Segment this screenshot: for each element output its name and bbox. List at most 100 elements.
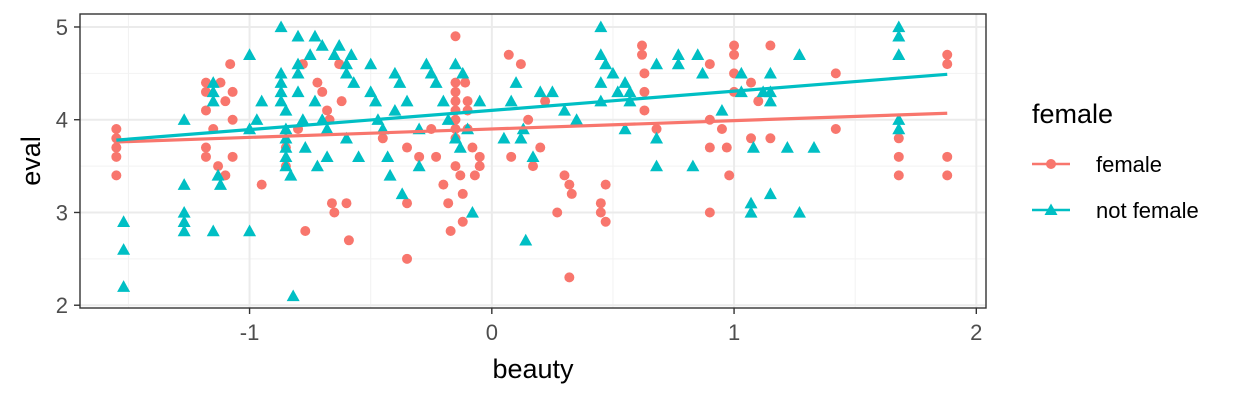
data-point-female	[564, 272, 575, 283]
data-point-female	[595, 207, 606, 218]
data-point-not-female	[364, 57, 378, 70]
data-point-female	[457, 216, 468, 227]
data-point-female	[200, 142, 211, 153]
data-point-female	[746, 77, 757, 88]
data-point-not-female	[315, 39, 329, 51]
data-point-not-female	[117, 243, 131, 255]
data-point-female	[893, 170, 904, 181]
data-point-female	[724, 170, 735, 181]
data-point-female	[503, 49, 514, 60]
data-point-not-female	[696, 66, 710, 79]
data-point-not-female	[599, 57, 613, 70]
data-point-not-female	[611, 85, 625, 98]
data-point-female	[729, 40, 740, 51]
data-point-not-female	[320, 122, 334, 135]
data-point-not-female	[214, 178, 228, 190]
data-point-female	[704, 59, 715, 70]
data-point-female	[523, 114, 534, 125]
data-point-female	[830, 124, 841, 135]
data-point-not-female	[303, 48, 317, 61]
data-point-not-female	[618, 122, 632, 135]
data-point-female	[600, 216, 611, 227]
series-not-female-points	[117, 20, 906, 302]
data-point-female	[377, 133, 388, 144]
data-point-female	[343, 235, 354, 246]
data-point-female	[336, 96, 347, 107]
data-point-female	[329, 207, 340, 218]
data-point-female	[540, 96, 551, 107]
data-point-female	[414, 151, 425, 162]
data-point-female	[443, 198, 454, 209]
legend-label-female: female	[1096, 152, 1162, 177]
data-point-female	[716, 124, 727, 135]
plot-area	[79, 13, 987, 309]
data-point-female	[200, 105, 211, 116]
data-point-not-female	[419, 57, 433, 70]
data-point-not-female	[744, 196, 758, 209]
data-point-female	[402, 142, 413, 153]
data-point-female	[450, 31, 461, 42]
data-point-not-female	[526, 150, 540, 163]
data-point-female	[721, 142, 732, 153]
data-point-not-female	[255, 94, 269, 107]
data-point-not-female	[715, 103, 729, 116]
data-point-female	[402, 253, 413, 264]
data-point-female	[942, 49, 953, 60]
data-point-not-female	[393, 76, 407, 88]
data-point-not-female	[519, 233, 533, 246]
data-point-not-female	[594, 20, 608, 33]
x-axis: -1 0 1 2	[240, 308, 982, 345]
data-point-female	[515, 59, 526, 70]
data-point-not-female	[206, 85, 220, 98]
data-point-female	[893, 133, 904, 144]
data-point-female	[564, 179, 575, 190]
data-point-female	[765, 133, 776, 144]
data-point-female	[450, 96, 461, 107]
data-point-female	[474, 161, 485, 172]
legend-key-marker-not-female	[1044, 203, 1058, 215]
fit-line-not-female	[116, 72, 948, 142]
data-point-not-female	[206, 76, 220, 88]
data-point-female	[326, 198, 337, 209]
data-point-not-female	[291, 57, 305, 70]
data-point-not-female	[570, 113, 584, 125]
x-axis-title: beauty	[492, 354, 574, 384]
data-point-female	[300, 226, 311, 237]
data-point-not-female	[177, 215, 191, 227]
data-point-not-female	[650, 57, 664, 70]
data-point-female	[455, 170, 466, 181]
data-point-not-female	[250, 113, 264, 125]
data-point-female	[639, 68, 650, 79]
y-tick-label: 4	[56, 108, 68, 133]
data-point-female	[559, 170, 570, 181]
x-tick-label: 2	[970, 320, 982, 345]
y-axis-title: eval	[16, 136, 46, 186]
data-point-not-female	[763, 66, 777, 79]
data-point-not-female	[117, 215, 131, 227]
data-point-female	[474, 151, 485, 162]
data-point-not-female	[618, 76, 632, 88]
data-point-not-female	[177, 178, 191, 190]
legend: female female not female	[1032, 99, 1199, 223]
data-point-female	[213, 161, 224, 172]
x-tick-label: -1	[240, 320, 260, 345]
legend-item-female: female	[1032, 152, 1162, 177]
data-point-not-female	[243, 224, 257, 237]
data-point-female	[506, 151, 517, 162]
data-point-not-female	[274, 66, 288, 79]
data-point-female	[445, 226, 456, 237]
data-point-female	[317, 86, 328, 97]
data-point-female	[637, 49, 648, 60]
data-point-female	[312, 77, 323, 88]
data-point-female	[341, 198, 352, 209]
data-point-female	[942, 170, 953, 181]
data-point-female	[552, 207, 563, 218]
data-point-not-female	[448, 131, 462, 144]
data-point-not-female	[352, 150, 366, 163]
data-point-not-female	[177, 113, 191, 125]
data-point-female	[450, 77, 461, 88]
data-point-not-female	[291, 29, 305, 42]
data-point-not-female	[594, 48, 608, 61]
data-point-not-female	[686, 159, 700, 172]
